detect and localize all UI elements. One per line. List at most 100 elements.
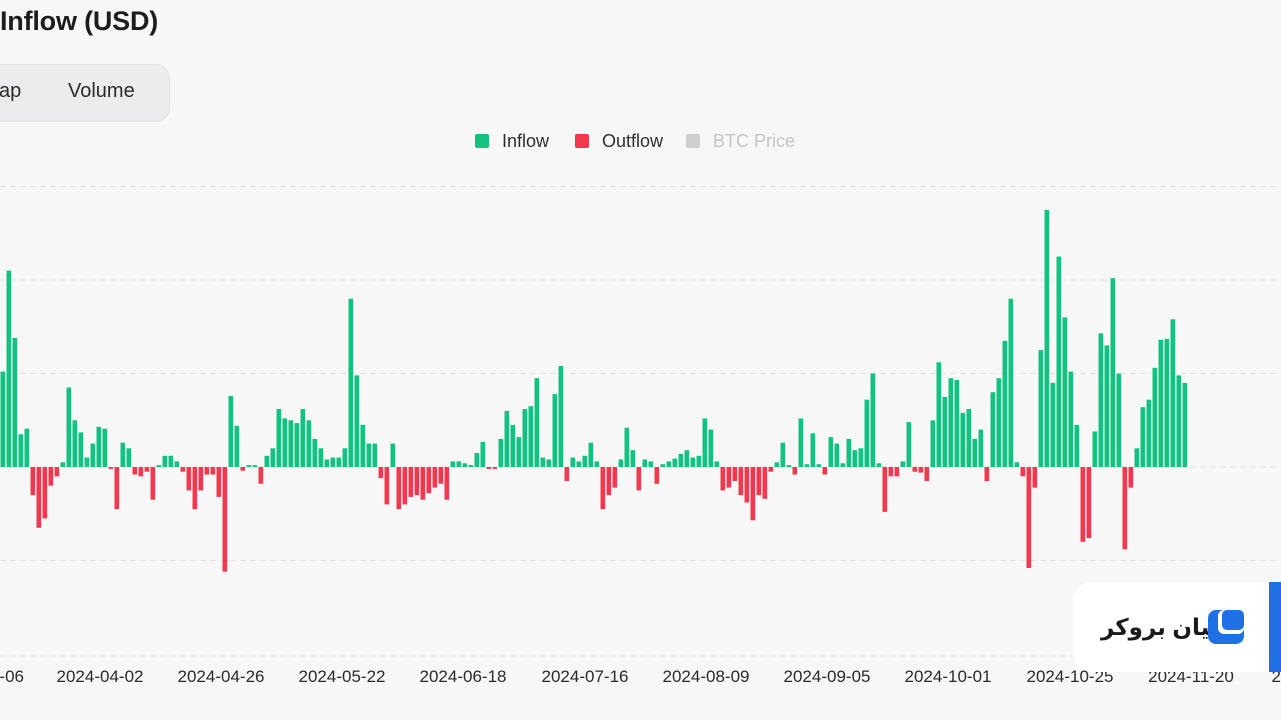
outflow-bar[interactable] <box>144 467 150 472</box>
outflow-bar[interactable] <box>402 467 408 505</box>
inflow-bar[interactable] <box>942 396 948 467</box>
inflow-bar[interactable] <box>360 424 366 467</box>
outflow-bar[interactable] <box>564 467 570 481</box>
outflow-bar[interactable] <box>150 467 156 500</box>
inflow-bar[interactable] <box>900 461 906 467</box>
outflow-bar[interactable] <box>432 467 438 488</box>
inflow-bar[interactable] <box>228 395 234 467</box>
outflow-bar[interactable] <box>1026 467 1032 568</box>
inflow-bar[interactable] <box>846 438 852 467</box>
inflow-bar[interactable] <box>660 464 666 467</box>
inflow-bar[interactable] <box>840 463 846 467</box>
inflow-bar[interactable] <box>948 378 954 467</box>
inflow-bar[interactable] <box>1062 317 1068 467</box>
outflow-bar[interactable] <box>1032 467 1038 488</box>
outflow-bar[interactable] <box>894 467 900 477</box>
inflow-bar[interactable] <box>990 392 996 467</box>
inflow-bar[interactable] <box>870 373 876 468</box>
inflow-bar[interactable] <box>12 338 18 467</box>
inflow-bar[interactable] <box>174 461 180 467</box>
inflow-bar[interactable] <box>1008 298 1014 467</box>
inflow-bar[interactable] <box>288 420 294 468</box>
outflow-bar[interactable] <box>396 467 402 510</box>
inflow-bar[interactable] <box>528 406 534 467</box>
inflow-bar[interactable] <box>906 422 912 467</box>
outflow-bar[interactable] <box>636 467 642 491</box>
inflow-bar[interactable] <box>672 458 678 467</box>
inflow-bar[interactable] <box>60 462 66 467</box>
inflow-bar[interactable] <box>66 387 72 468</box>
inflow-bar[interactable] <box>804 464 810 467</box>
inflow-bar[interactable] <box>168 455 174 467</box>
outflow-bar[interactable] <box>822 467 828 475</box>
inflow-bar[interactable] <box>474 453 480 467</box>
outflow-bar[interactable] <box>912 467 918 472</box>
inflow-bar[interactable] <box>462 463 468 467</box>
inflow-bar[interactable] <box>1038 350 1044 467</box>
inflow-bar[interactable] <box>336 457 342 467</box>
inflow-bar[interactable] <box>18 434 24 467</box>
tab-map[interactable]: ap <box>0 80 22 102</box>
inflow-bar[interactable] <box>354 375 360 467</box>
outflow-bar[interactable] <box>882 467 888 512</box>
inflow-bar[interactable] <box>1170 319 1176 467</box>
inflow-bar[interactable] <box>480 441 486 467</box>
inflow-bar[interactable] <box>858 448 864 467</box>
outflow-bar[interactable] <box>438 467 444 484</box>
inflow-bar[interactable] <box>306 420 312 468</box>
inflow-bar[interactable] <box>84 457 90 467</box>
inflow-bar[interactable] <box>666 461 672 467</box>
inflow-bar[interactable] <box>276 409 282 467</box>
outflow-bar[interactable] <box>1086 467 1092 539</box>
inflow-bar[interactable] <box>156 465 162 467</box>
inflow-bar[interactable] <box>798 418 804 467</box>
inflow-bar[interactable] <box>102 428 108 467</box>
inflow-bar[interactable] <box>684 450 690 467</box>
inflow-bar[interactable] <box>246 465 252 467</box>
outflow-bar[interactable] <box>1020 467 1026 477</box>
inflow-bar[interactable] <box>330 457 336 467</box>
inflow-bar[interactable] <box>1116 373 1122 468</box>
inflow-bar[interactable] <box>162 455 168 467</box>
inflow-bar[interactable] <box>552 394 558 467</box>
outflow-bar[interactable] <box>738 467 744 496</box>
inflow-bar[interactable] <box>978 429 984 467</box>
inflow-bar[interactable] <box>1014 462 1020 467</box>
outflow-bar[interactable] <box>612 467 618 488</box>
inflow-bar[interactable] <box>702 418 708 467</box>
outflow-bar[interactable] <box>984 467 990 481</box>
inflow-bar[interactable] <box>534 378 540 467</box>
inflow-bar[interactable] <box>450 461 456 467</box>
outflow-bar[interactable] <box>732 467 738 481</box>
inflow-bar[interactable] <box>1182 382 1188 468</box>
inflow-bar[interactable] <box>1146 399 1152 467</box>
inflow-bar[interactable] <box>78 432 84 467</box>
inflow-bar[interactable] <box>522 409 528 467</box>
inflow-bar[interactable] <box>774 462 780 467</box>
outflow-bar[interactable] <box>210 467 216 475</box>
inflow-bar[interactable] <box>24 428 30 467</box>
inflow-bar[interactable] <box>90 443 96 467</box>
inflow-bar[interactable] <box>6 270 12 467</box>
outflow-bar[interactable] <box>918 467 924 473</box>
inflow-bar[interactable] <box>318 448 324 467</box>
inflow-bar[interactable] <box>1110 278 1116 467</box>
inflow-bar[interactable] <box>618 459 624 468</box>
outflow-bar[interactable] <box>654 467 660 484</box>
inflow-bar[interactable] <box>372 443 378 467</box>
inflow-bar[interactable] <box>468 465 474 467</box>
outflow-bar[interactable] <box>744 467 750 503</box>
inflow-bar[interactable] <box>588 442 594 467</box>
inflow-bar[interactable] <box>630 450 636 467</box>
legend-inflow[interactable]: Inflow <box>475 131 549 152</box>
outflow-bar[interactable] <box>198 467 204 491</box>
inflow-bar[interactable] <box>1074 424 1080 467</box>
inflow-bar[interactable] <box>510 424 516 467</box>
outflow-bar[interactable] <box>222 467 228 572</box>
inflow-bar[interactable] <box>828 437 834 467</box>
inflow-bar[interactable] <box>540 457 546 467</box>
inflow-bar[interactable] <box>1050 382 1056 468</box>
inflow-bar[interactable] <box>324 459 330 468</box>
inflow-bar[interactable] <box>366 443 372 467</box>
inflow-bar[interactable] <box>546 459 552 468</box>
